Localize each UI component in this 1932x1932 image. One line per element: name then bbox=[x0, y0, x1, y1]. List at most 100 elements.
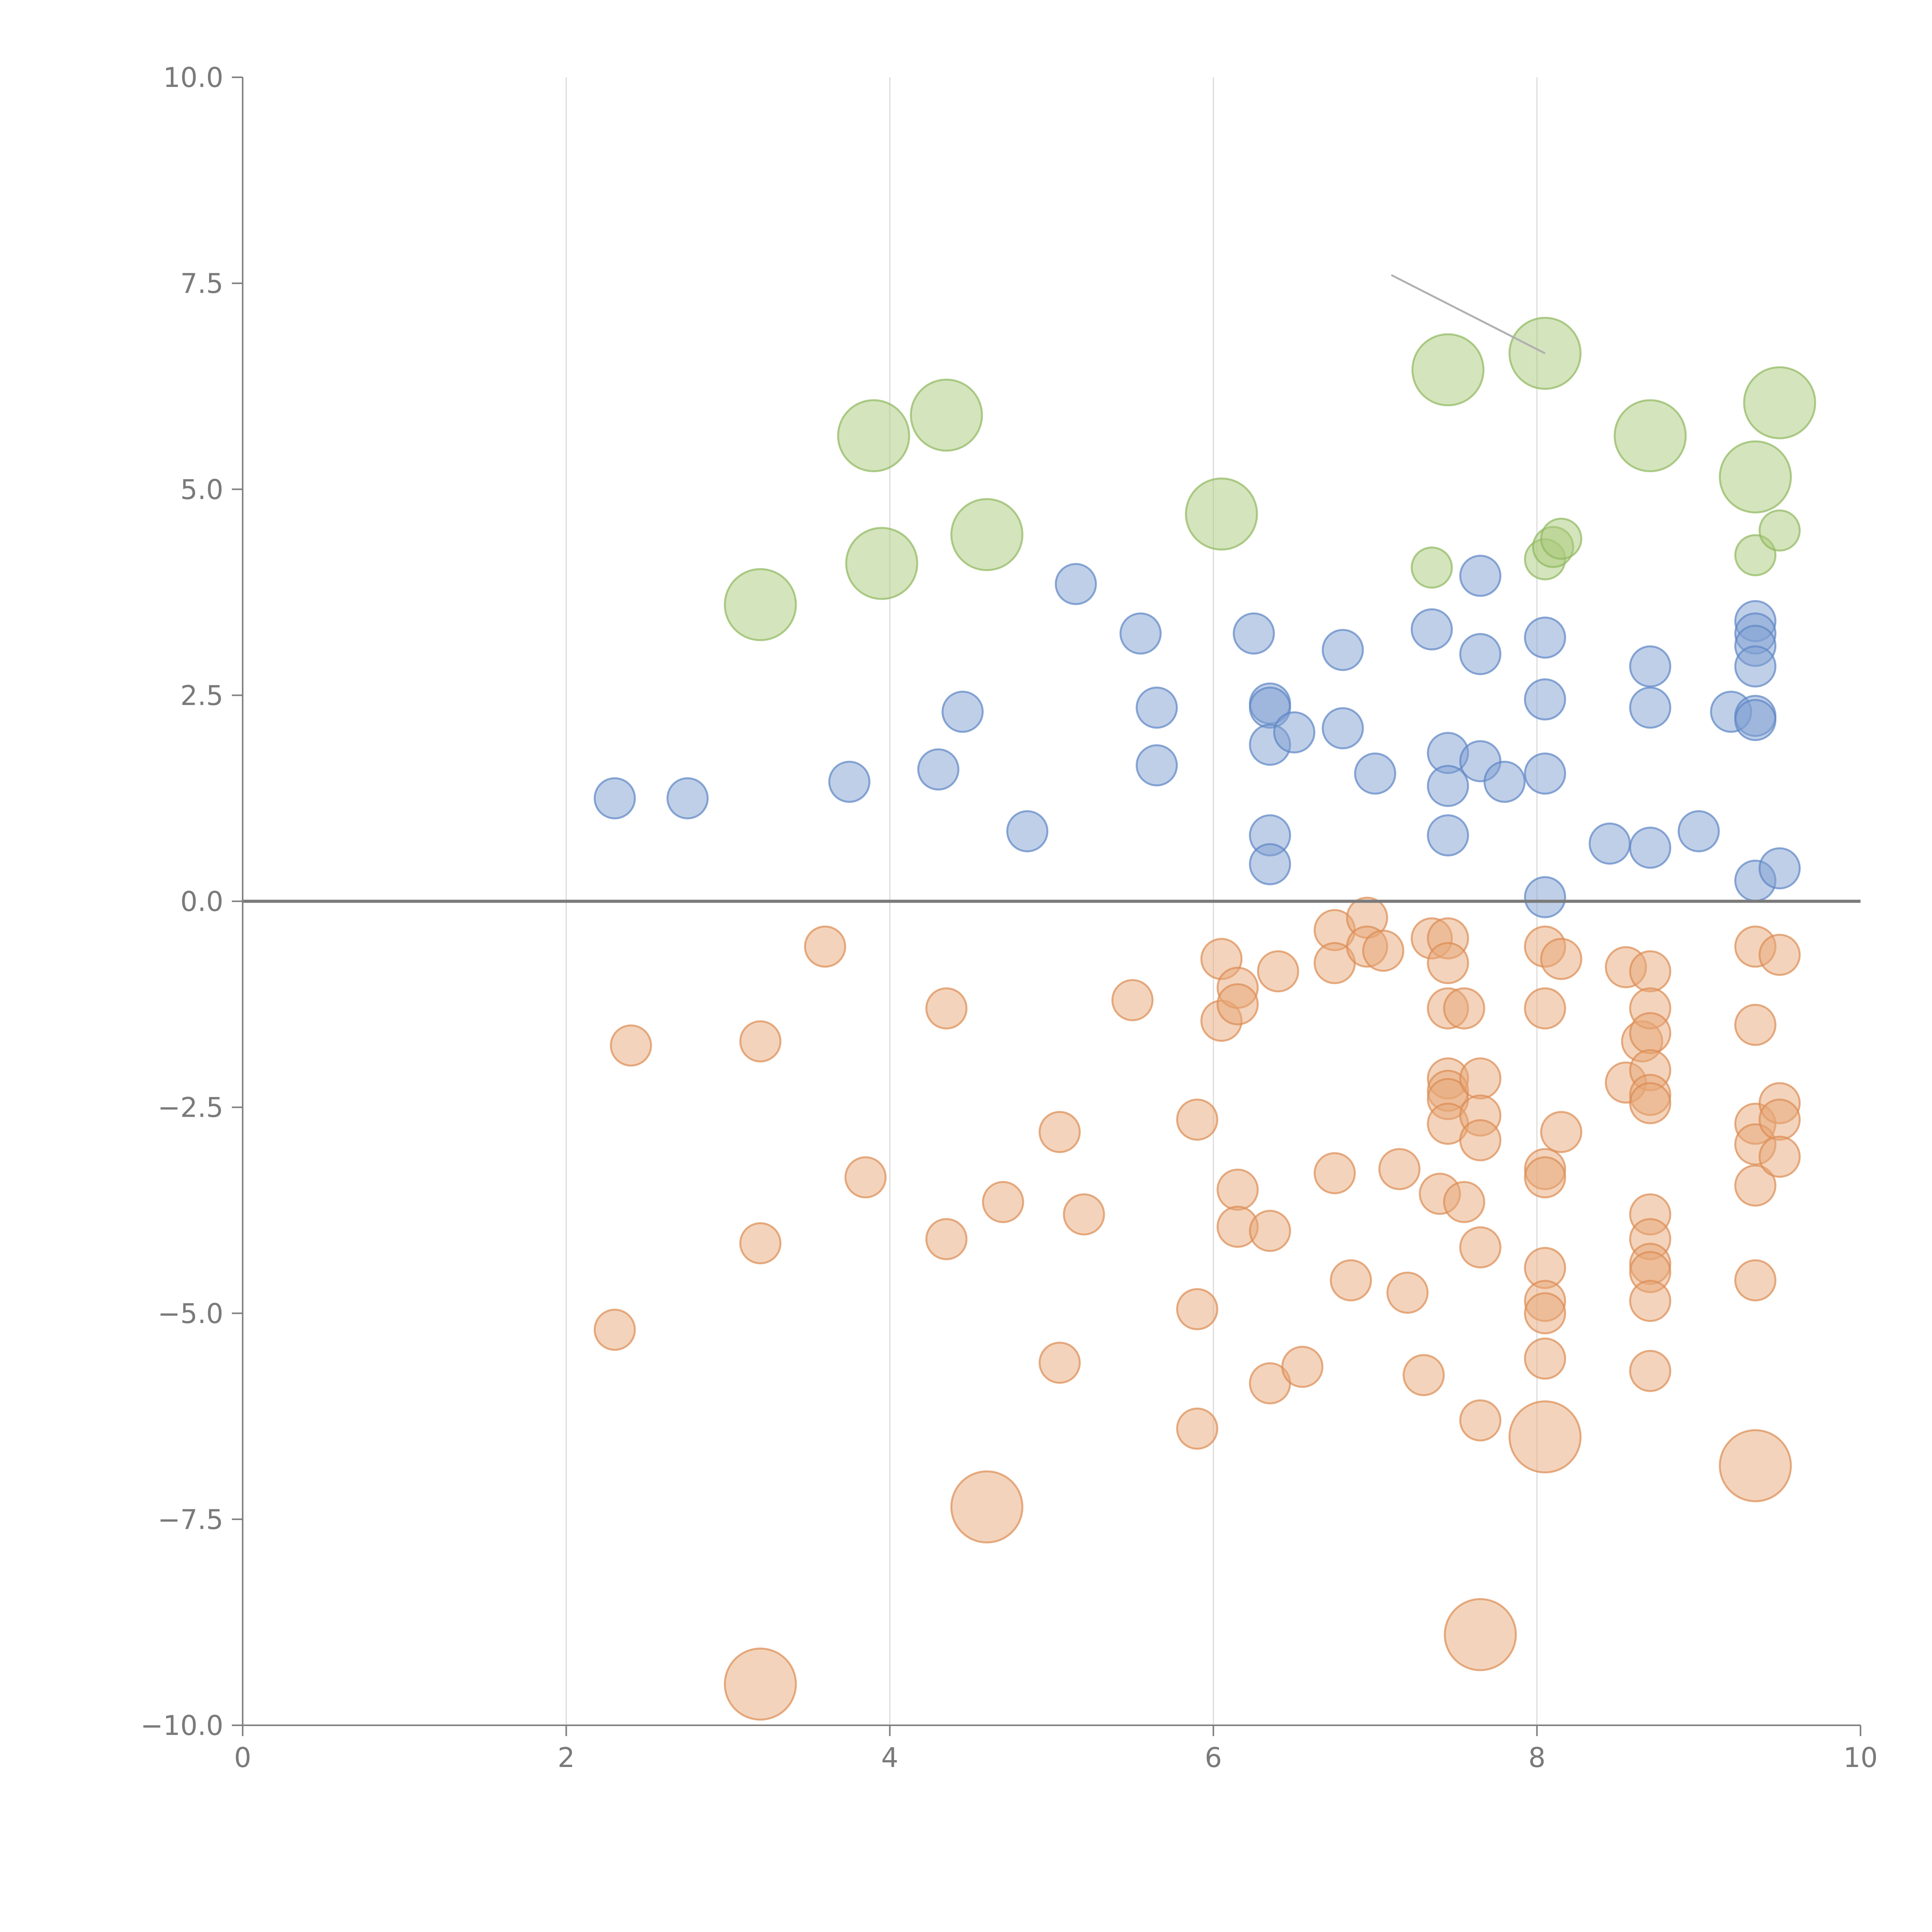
data-point-orange bbox=[1629, 950, 1672, 993]
data-point-blue bbox=[666, 777, 709, 820]
data-point-blue bbox=[1483, 760, 1526, 803]
data-point-orange bbox=[1459, 1057, 1502, 1100]
data-point-blue bbox=[1759, 847, 1801, 889]
data-point-blue bbox=[941, 690, 984, 733]
data-point-orange bbox=[1427, 942, 1469, 984]
data-point-orange bbox=[1459, 1119, 1502, 1162]
data-point-orange bbox=[1524, 1156, 1566, 1199]
data-point-orange bbox=[1629, 1082, 1672, 1124]
data-point-green bbox=[1410, 546, 1453, 589]
data-point-blue bbox=[1524, 678, 1566, 721]
data-point-green bbox=[1759, 509, 1801, 552]
data-point-orange bbox=[1540, 938, 1582, 980]
y-tick-label: −5.0 bbox=[158, 1298, 223, 1330]
data-point-orange bbox=[1524, 1337, 1566, 1380]
data-point-green bbox=[1719, 440, 1792, 514]
data-point-orange bbox=[1216, 1168, 1259, 1211]
data-point-blue bbox=[828, 760, 871, 803]
data-point-orange bbox=[1176, 1099, 1218, 1141]
data-point-orange bbox=[1257, 950, 1299, 993]
data-point-blue bbox=[1410, 608, 1453, 651]
data-point-green bbox=[1614, 399, 1687, 473]
data-point-blue bbox=[1524, 616, 1566, 659]
data-point-orange bbox=[1759, 934, 1801, 976]
data-point-blue bbox=[1136, 744, 1178, 787]
data-point-blue bbox=[594, 777, 636, 820]
data-point-blue bbox=[917, 748, 959, 791]
data-point-orange bbox=[1629, 1012, 1672, 1054]
x-tick-label: 10 bbox=[1843, 1742, 1878, 1774]
x-tick-label: 0 bbox=[234, 1742, 252, 1774]
data-point-blue bbox=[1734, 645, 1777, 688]
data-point-green bbox=[724, 568, 797, 641]
x-tick-label: 6 bbox=[1205, 1742, 1222, 1774]
data-point-green bbox=[845, 527, 918, 600]
data-point-orange bbox=[1281, 1345, 1323, 1388]
data-point-blue bbox=[1273, 711, 1316, 753]
data-point-blue bbox=[1136, 686, 1178, 729]
data-point-orange bbox=[1176, 1407, 1218, 1450]
data-point-blue bbox=[1459, 633, 1502, 675]
data-point-blue bbox=[1427, 814, 1469, 857]
data-point-orange bbox=[844, 1156, 887, 1199]
data-point-blue bbox=[1321, 707, 1364, 750]
data-point-orange bbox=[1524, 987, 1566, 1030]
data-point-blue bbox=[1249, 843, 1291, 886]
data-point-orange bbox=[1176, 1288, 1218, 1330]
data-point-orange bbox=[804, 925, 846, 968]
data-point-green bbox=[837, 399, 910, 473]
data-point-orange bbox=[1524, 1292, 1566, 1335]
data-point-orange bbox=[739, 1020, 782, 1063]
data-point-blue bbox=[1629, 645, 1672, 688]
data-point-blue bbox=[1354, 752, 1396, 795]
data-point-green bbox=[1540, 517, 1582, 560]
data-point-orange bbox=[1378, 1148, 1421, 1190]
data-point-orange bbox=[1038, 1111, 1081, 1153]
x-tick-label: 4 bbox=[881, 1742, 899, 1774]
data-point-blue bbox=[1233, 612, 1275, 655]
y-tick-label: 0.0 bbox=[180, 886, 223, 918]
data-point-blue bbox=[1427, 765, 1469, 807]
data-point-blue bbox=[1629, 827, 1672, 869]
data-point-orange bbox=[1734, 1164, 1777, 1207]
data-point-orange bbox=[1719, 1429, 1792, 1502]
data-point-orange bbox=[1443, 1181, 1485, 1223]
data-point-orange bbox=[1540, 1111, 1582, 1153]
data-point-orange bbox=[1111, 979, 1154, 1021]
data-point-blue bbox=[1006, 810, 1049, 852]
data-point-blue bbox=[1054, 563, 1097, 605]
data-point-green bbox=[1743, 366, 1816, 439]
data-point-orange bbox=[1249, 1210, 1291, 1252]
data-point-orange bbox=[1459, 1399, 1502, 1442]
data-point-orange bbox=[1038, 1342, 1081, 1384]
data-point-orange bbox=[1759, 1099, 1801, 1141]
data-point-orange bbox=[1759, 1136, 1801, 1178]
data-point-green bbox=[950, 498, 1024, 571]
data-point-green bbox=[1185, 477, 1258, 551]
data-point-blue bbox=[1588, 822, 1631, 865]
data-point-green bbox=[1411, 333, 1485, 406]
data-point-orange bbox=[594, 1308, 636, 1351]
data-point-orange bbox=[739, 1222, 782, 1264]
data-point-orange bbox=[982, 1181, 1024, 1223]
data-point-blue bbox=[1677, 810, 1720, 852]
points-layer bbox=[594, 316, 1816, 1721]
data-point-orange bbox=[1063, 1193, 1105, 1236]
data-point-orange bbox=[1734, 1259, 1777, 1301]
data-point-green bbox=[910, 378, 983, 452]
x-tick-label: 2 bbox=[558, 1742, 575, 1774]
data-point-blue bbox=[1629, 686, 1672, 729]
data-point-orange bbox=[950, 1470, 1024, 1544]
data-point-blue bbox=[1321, 629, 1364, 671]
y-tick-label: 2.5 bbox=[180, 680, 223, 711]
data-point-orange bbox=[1362, 929, 1405, 972]
data-point-orange bbox=[1459, 1226, 1502, 1269]
data-point-orange bbox=[1403, 1354, 1445, 1396]
y-tick-label: 5.0 bbox=[180, 474, 223, 505]
x-tick-label: 8 bbox=[1528, 1742, 1546, 1774]
data-point-orange bbox=[610, 1024, 652, 1067]
y-tick-label: −10.0 bbox=[140, 1710, 223, 1742]
data-point-orange bbox=[1386, 1271, 1429, 1314]
data-point-blue bbox=[1119, 612, 1162, 655]
